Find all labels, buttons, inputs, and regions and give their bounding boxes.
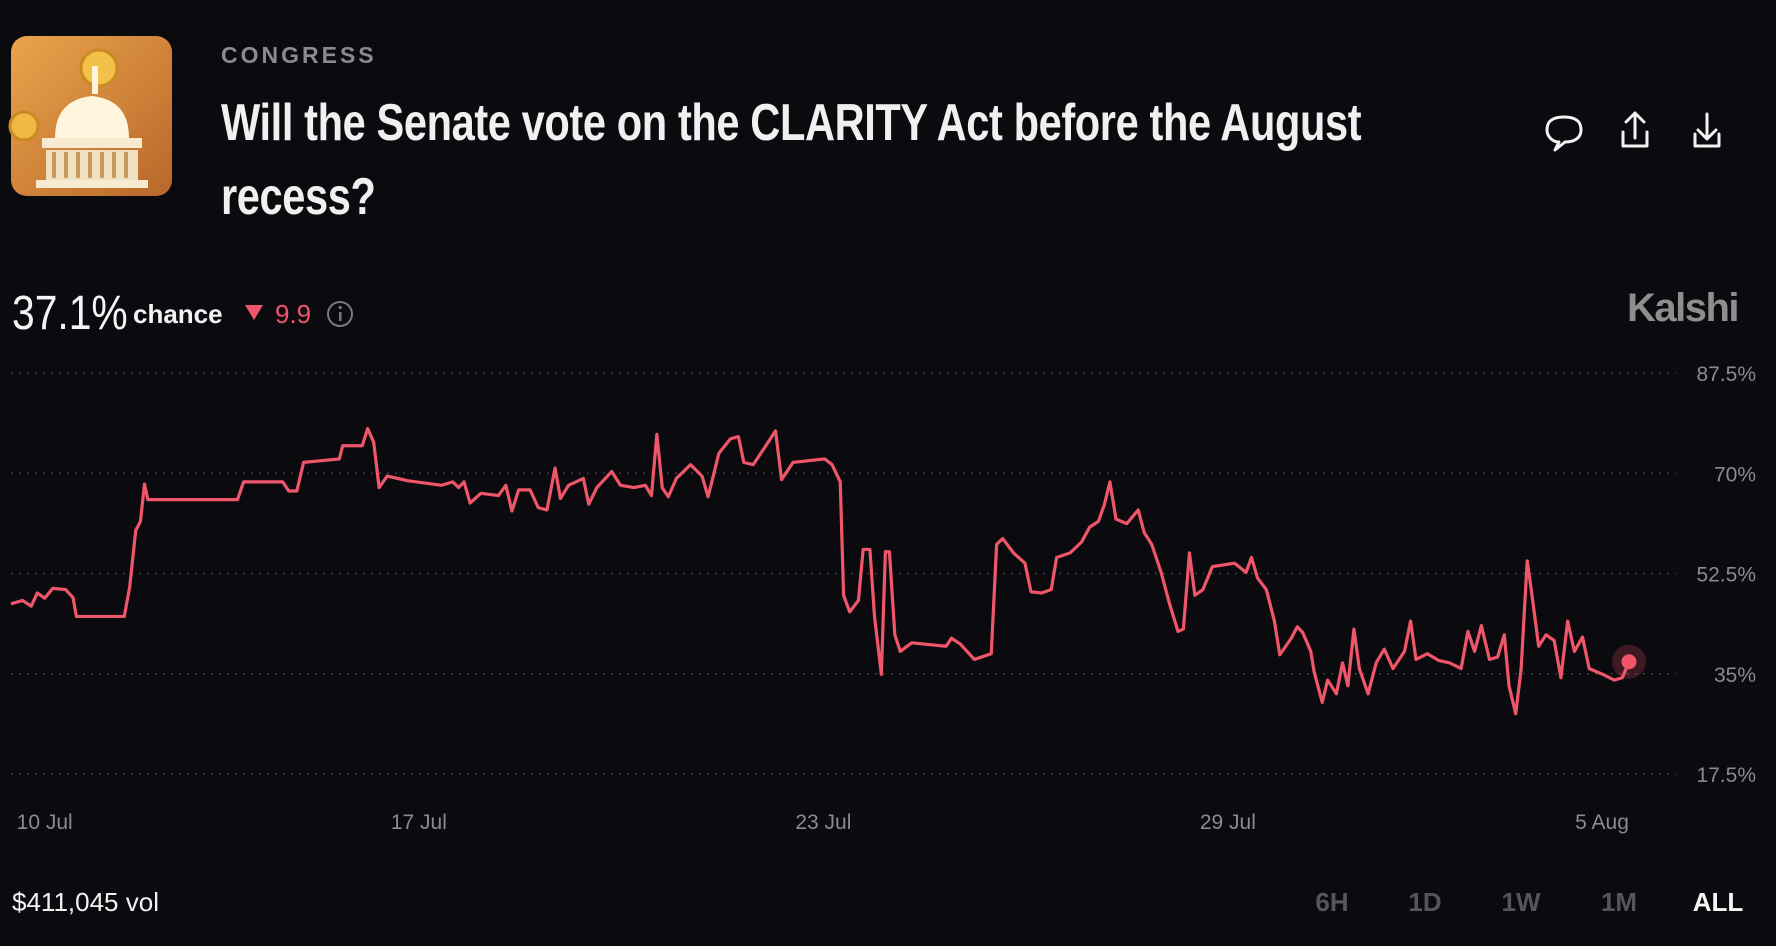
comment-button[interactable] bbox=[1545, 115, 1583, 152]
range-button[interactable]: 1W bbox=[1501, 887, 1541, 917]
y-tick-label: 52.5% bbox=[1696, 564, 1756, 587]
volume: $411,045 vol bbox=[12, 887, 159, 917]
share-button[interactable] bbox=[1621, 111, 1649, 148]
range-button[interactable]: 6H bbox=[1315, 887, 1349, 917]
y-tick-label: 35% bbox=[1714, 664, 1756, 687]
range-button[interactable]: ALL bbox=[1692, 887, 1744, 917]
category: CONGRESS bbox=[221, 42, 377, 68]
x-tick-label: 10 Jul bbox=[17, 811, 73, 834]
change-arrow bbox=[245, 305, 263, 320]
y-tick-label: 17.5% bbox=[1696, 764, 1756, 787]
x-tick-label: 17 Jul bbox=[391, 811, 447, 834]
price-line bbox=[10, 426, 1631, 716]
y-tick-label: 87.5% bbox=[1696, 363, 1756, 386]
probability-label: chance bbox=[133, 299, 223, 329]
market-image bbox=[8, 36, 172, 196]
info-icon[interactable] bbox=[327, 301, 353, 327]
range-button[interactable]: 1D bbox=[1408, 887, 1442, 917]
market-title: Will the Senate vote on the CLARITY Act … bbox=[221, 94, 1362, 226]
range-button[interactable]: 1M bbox=[1600, 887, 1638, 917]
x-tick-label: 23 Jul bbox=[795, 811, 851, 834]
y-tick-label: 70% bbox=[1714, 463, 1756, 486]
change: 9.9 bbox=[275, 299, 312, 329]
x-tick-label: 5 Aug bbox=[1575, 811, 1629, 834]
current-point bbox=[1621, 654, 1637, 670]
x-tick-label: 29 Jul bbox=[1200, 811, 1256, 834]
brand: Kalshi bbox=[1626, 286, 1740, 330]
download-button[interactable] bbox=[1693, 112, 1721, 148]
probability: 37.1% bbox=[12, 287, 128, 340]
